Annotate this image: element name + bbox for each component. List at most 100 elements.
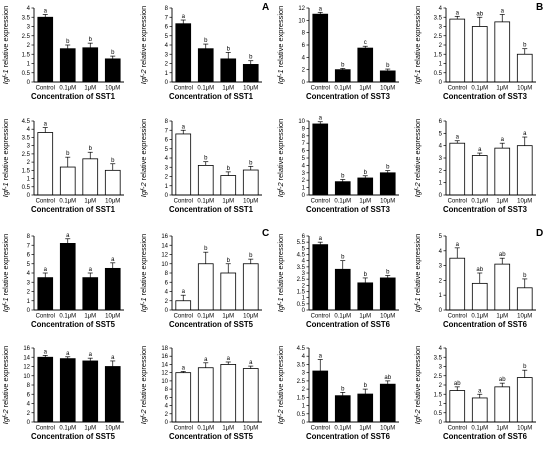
y-tick-label: 8 — [302, 31, 306, 37]
axes — [171, 348, 262, 423]
x-category-label: 0.1μM — [59, 314, 76, 320]
x-category-label: 0.1μM — [197, 314, 214, 320]
x-category-label: 10μM — [517, 314, 532, 320]
axes — [171, 8, 262, 83]
x-category-label: 1μM — [84, 314, 96, 320]
significance-letter: ab — [476, 267, 483, 273]
bar — [471, 26, 488, 83]
x-category-label: 0.1μM — [59, 199, 76, 205]
y-tick-label: 1 — [27, 62, 31, 68]
y-tick-label: 6 — [165, 280, 169, 286]
axes — [171, 121, 262, 196]
y-tick-label: 3.5 — [22, 135, 31, 141]
error-bar — [522, 136, 528, 146]
x-category-label: 1μM — [359, 86, 371, 92]
error-bar — [477, 393, 483, 398]
significance-letter: a — [44, 267, 48, 273]
x-category-label: 1μM — [359, 199, 371, 205]
y-tick-label: 3.5 — [434, 15, 443, 21]
y-tick-label: 2 — [302, 68, 306, 74]
x-category-label: Control — [174, 199, 193, 205]
error-bar — [385, 68, 391, 71]
significance-letter: b — [89, 146, 93, 152]
y-tick-label: 1.5 — [434, 52, 443, 58]
x-category-label: 10μM — [380, 314, 395, 320]
y-tick-label: 6 — [302, 43, 306, 49]
significance-letter: a — [111, 257, 115, 263]
x-axis-title: Concentration of SST3 — [443, 205, 528, 214]
axes — [33, 121, 124, 196]
bar — [494, 147, 511, 196]
x-category-label: Control — [448, 86, 467, 92]
x-axis-title: Concentration of SST3 — [306, 92, 391, 101]
bar — [516, 145, 533, 196]
panel-group-label-a: A — [262, 2, 270, 13]
error-bar — [65, 356, 71, 359]
bar — [494, 386, 511, 423]
bar — [471, 397, 488, 423]
chart-panel-8: 0 1 2 3 4 5 6 a Control a 0.1μM a 1μM a 10μMConcentrat… — [413, 119, 536, 214]
x-category-label: 0.1μM — [334, 314, 351, 320]
bar — [175, 23, 192, 83]
error-bar — [362, 388, 368, 395]
bar — [82, 158, 99, 196]
y-tick-label: 4.5 — [22, 119, 31, 125]
error-bar — [477, 152, 483, 156]
y-tick-label: 1 — [302, 186, 306, 192]
bar — [220, 175, 237, 196]
y-tick-label: 16 — [161, 234, 168, 240]
y-tick-label: 5 — [302, 246, 306, 252]
error-bar — [42, 127, 48, 133]
y-tick-label: 4 — [27, 402, 31, 408]
x-category-label: 1μM — [359, 426, 371, 432]
y-tick-label: 4 — [27, 6, 31, 12]
significance-letter: a — [182, 124, 186, 130]
significance-letter: b — [386, 165, 390, 171]
significance-letter: ab — [499, 252, 506, 258]
error-bar — [499, 257, 505, 265]
bar — [494, 21, 511, 83]
error-bar — [87, 42, 93, 48]
x-category-label: 0.1μM — [59, 426, 76, 432]
bar — [104, 169, 121, 196]
y-tick-label: 5 — [27, 262, 31, 268]
x-category-label: 10μM — [380, 426, 395, 432]
significance-letter: b — [523, 43, 527, 49]
y-tick-label: 8 — [27, 383, 31, 389]
y-tick-label: 2 — [27, 43, 31, 49]
y-tick-label: 5 — [439, 234, 443, 240]
x-category-label: Control — [174, 86, 193, 92]
significance-letter: b — [364, 383, 368, 389]
bar — [37, 16, 54, 83]
x-category-label: 0.1μM — [334, 426, 351, 432]
bar — [312, 123, 329, 196]
bar — [104, 267, 121, 311]
bar — [379, 277, 396, 311]
x-category-label: 1μM — [84, 199, 96, 205]
y-tick-label: 3 — [439, 156, 443, 162]
chart-panel-15: 0 0.5 1 1.5 2 2.5 3 3.5 4 4.5 a Control b 0.1μM b 1μM ab… — [276, 346, 399, 441]
error-bar — [454, 15, 460, 20]
y-axis-title: Igf-2 relative expression — [413, 346, 422, 424]
error-bar — [454, 247, 460, 259]
y-tick-label: 1 — [439, 293, 443, 299]
bar — [82, 47, 99, 83]
x-axis-title: Concentration of SST1 — [169, 92, 254, 101]
error-bar — [385, 380, 391, 385]
error-bar — [499, 382, 505, 387]
error-bar — [385, 170, 391, 173]
y-axis-title: Igf-2 relative expression — [276, 346, 285, 424]
bar — [516, 377, 533, 423]
bar — [82, 360, 99, 423]
bar — [37, 356, 54, 423]
error-bar — [225, 361, 231, 365]
chart-panel-9: 0 1 2 3 4 5 6 7 8 a Control a 0.1μM a 1μM a 10μMConcentr… — [1, 233, 124, 329]
y-tick-label: 4 — [439, 249, 443, 255]
bar — [516, 287, 533, 311]
error-bar — [340, 260, 346, 270]
y-tick-label: 2 — [439, 43, 443, 49]
axes — [308, 236, 399, 311]
y-tick-label: 4 — [302, 259, 306, 265]
y-tick-label: 2 — [302, 178, 306, 184]
